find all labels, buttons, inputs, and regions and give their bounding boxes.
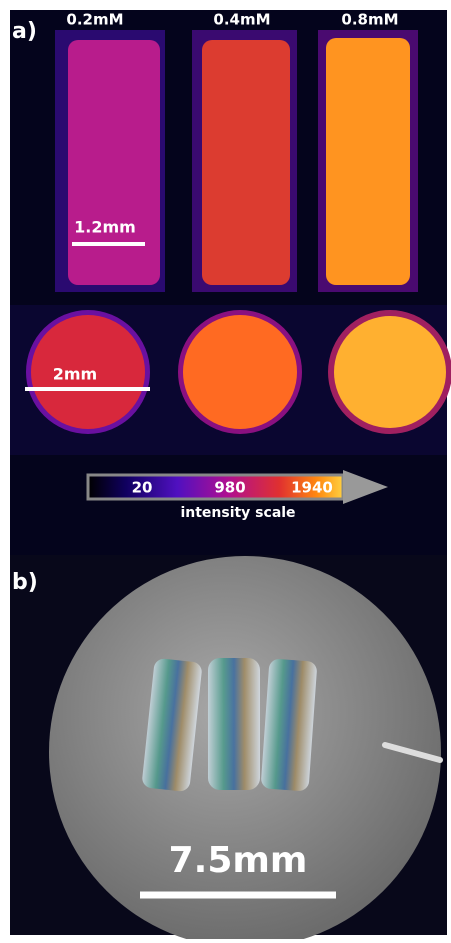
figure: a) 0.2mM 0.4mM 0.8mM 1.2mm 2mm 20 980 19… <box>0 0 451 939</box>
page: a) 0.2mM 0.4mM 0.8mM 1.2mm 2mm 20 980 19… <box>0 0 451 943</box>
sample-rect <box>326 38 410 285</box>
crystal <box>261 658 318 791</box>
colorbar-caption: intensity scale <box>180 505 295 521</box>
panel-label: a) <box>12 19 37 44</box>
concentration: 0.8mM <box>341 11 398 29</box>
scale-label: 7.5mm <box>169 840 308 881</box>
crystal <box>208 658 260 790</box>
sample-rect <box>202 40 290 285</box>
colorbar-tick: 1940 <box>291 479 333 497</box>
panel-label: b) <box>12 570 38 595</box>
sample-disk <box>334 316 446 428</box>
sample-disk <box>183 315 297 429</box>
scale-label: 2mm <box>53 365 97 384</box>
colorbar-tick: 980 <box>214 479 245 497</box>
sample-rect <box>68 40 160 285</box>
colorbar-tick: 20 <box>132 479 153 497</box>
scale-label: 1.2mm <box>74 218 136 237</box>
concentration: 0.4mM <box>213 11 270 29</box>
concentration: 0.2mM <box>66 11 123 29</box>
